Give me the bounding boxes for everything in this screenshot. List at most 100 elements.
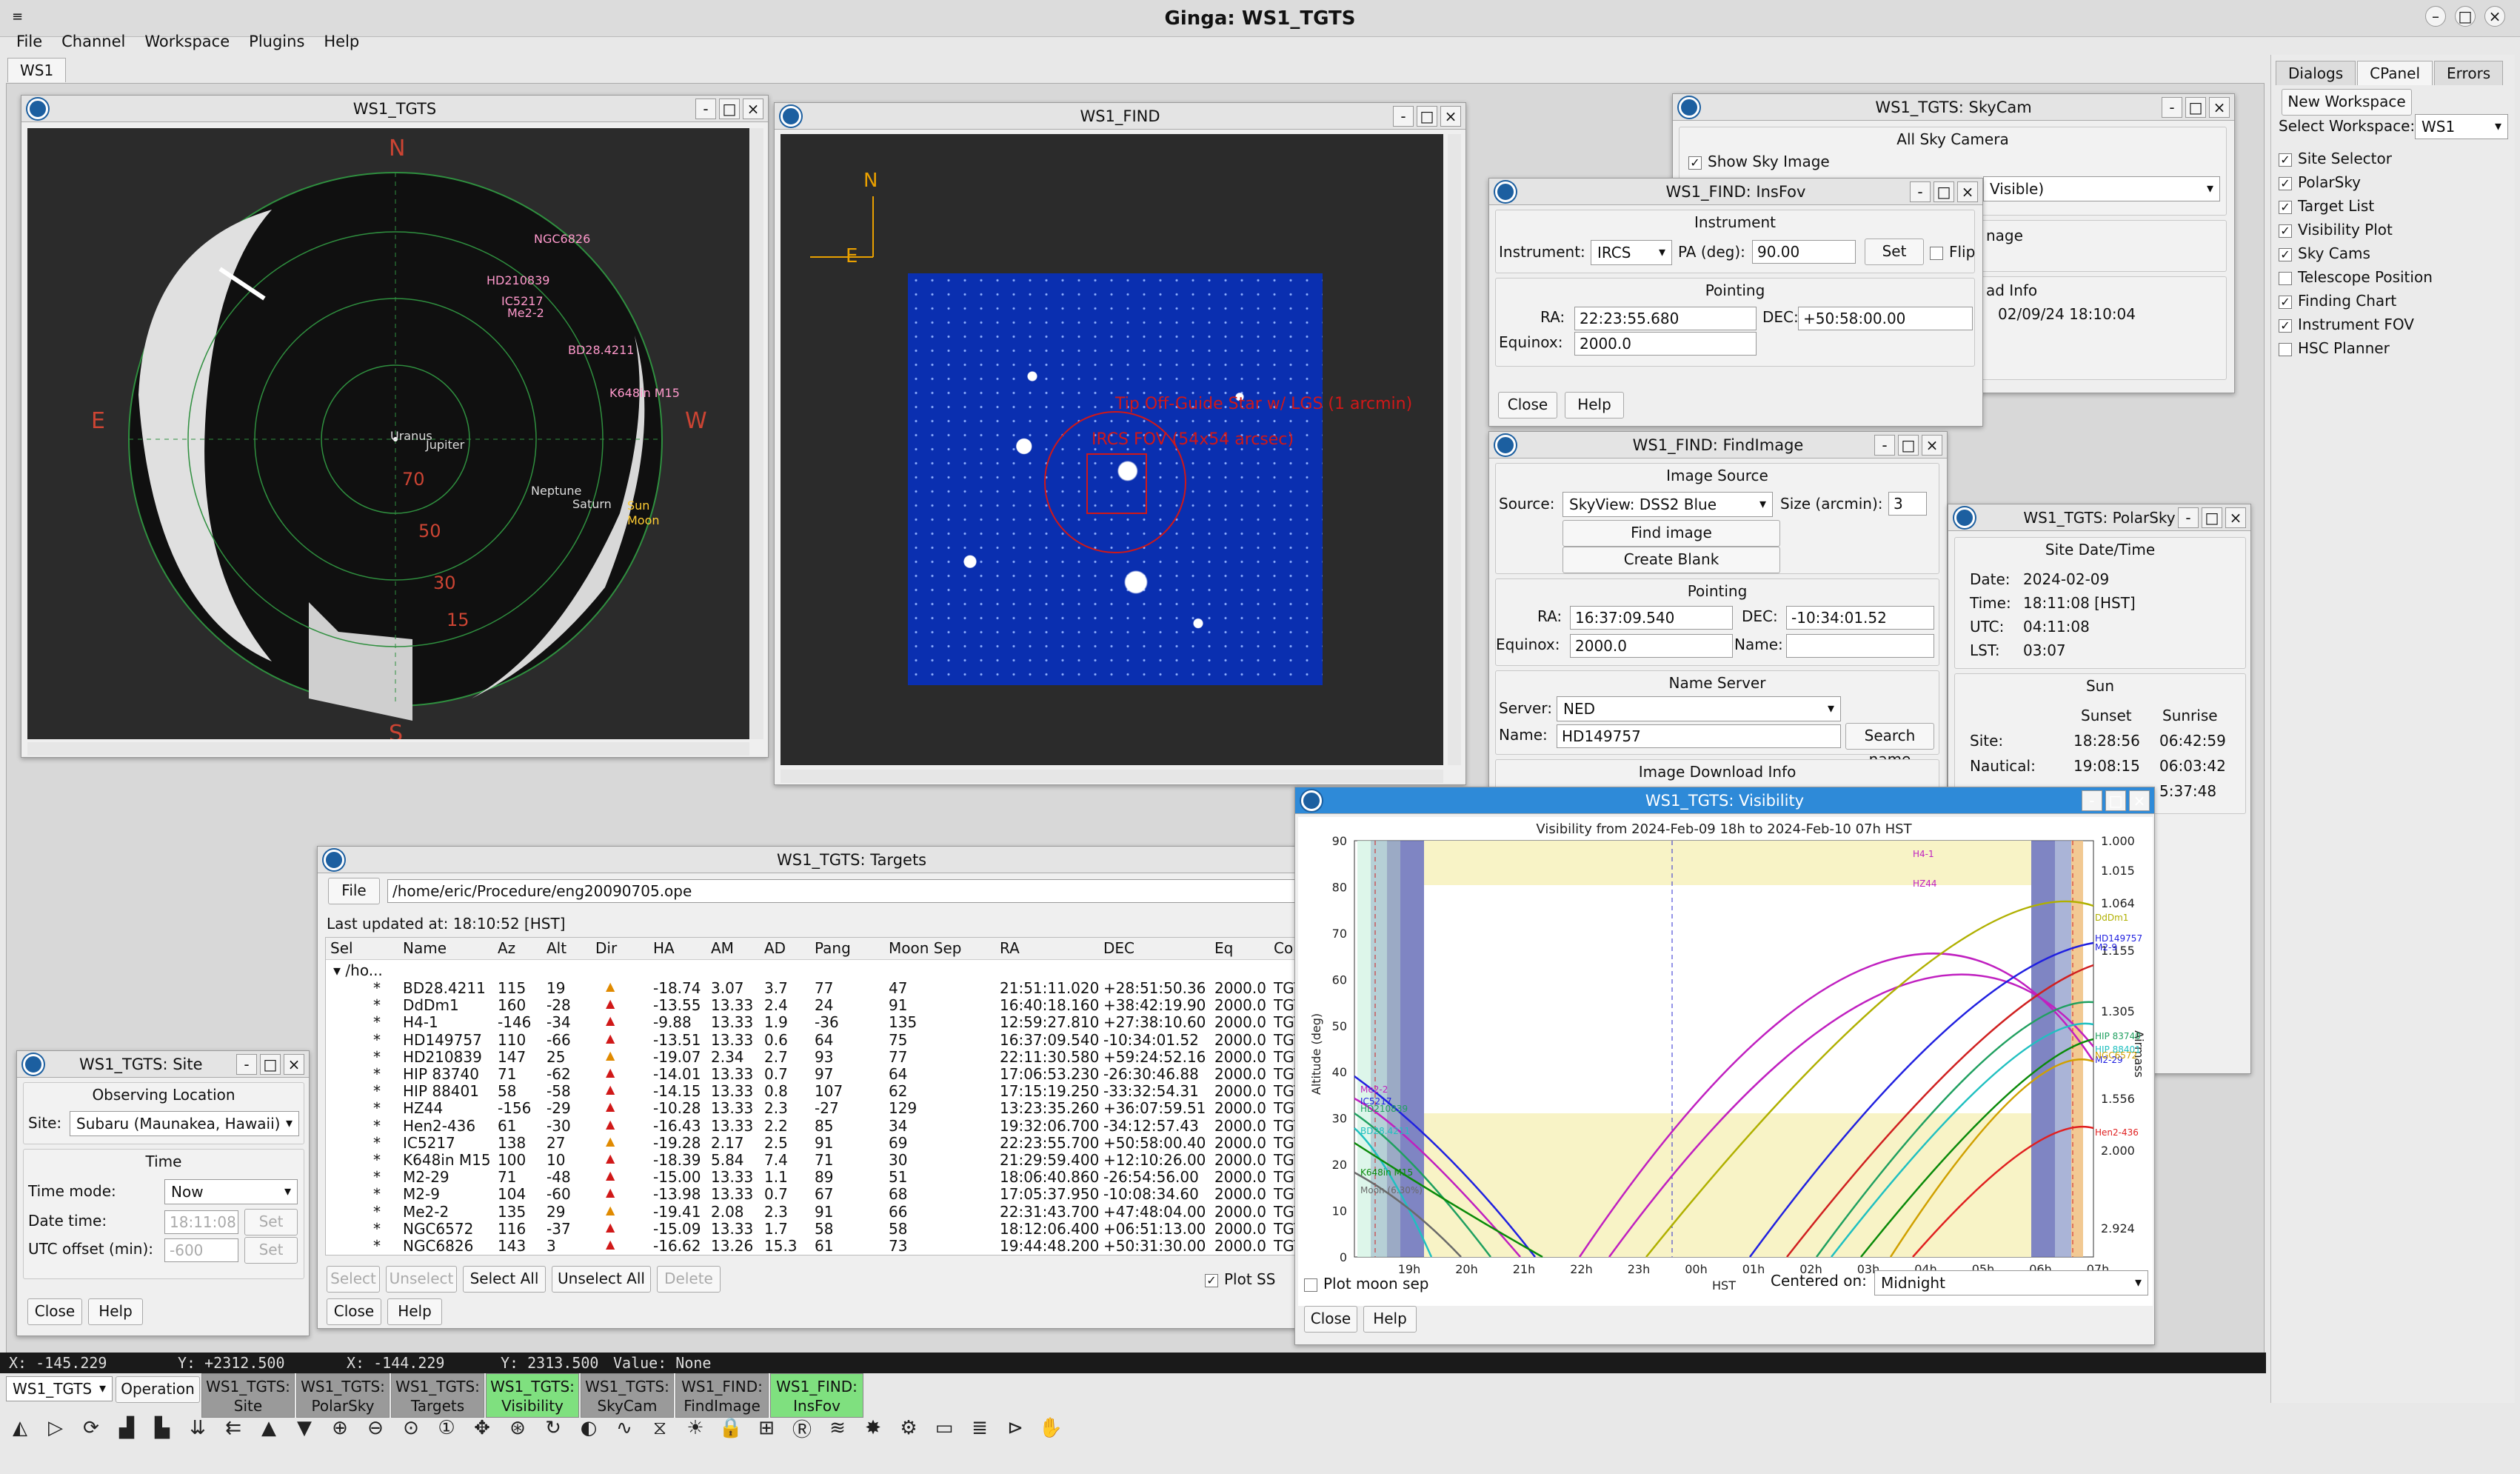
- close-button[interactable]: Close: [27, 1298, 82, 1325]
- checkbox-icon[interactable]: ✓: [2279, 224, 2292, 238]
- col-header[interactable]: Name: [403, 939, 447, 957]
- time-mode-select[interactable]: Now: [164, 1179, 298, 1204]
- table-row[interactable]: * M2-29 71 -48 -15.00 13.33 1.1 89 51 18:06:40.86…: [326, 1168, 1324, 1186]
- file-button[interactable]: File: [328, 878, 380, 904]
- vscrollbar[interactable]: [750, 128, 763, 739]
- pan-down-icon[interactable]: ⇊: [190, 1417, 206, 1439]
- group-row[interactable]: ▾ /ho...: [333, 961, 383, 979]
- utc-offset-input[interactable]: -600: [164, 1238, 238, 1262]
- checkbox-icon[interactable]: ✓: [2279, 247, 2292, 261]
- set-button[interactable]: Set: [244, 1209, 298, 1235]
- object-name-input[interactable]: HD149757: [1557, 724, 1841, 748]
- col-header[interactable]: Alt: [547, 939, 567, 957]
- pan-icon[interactable]: ✥: [474, 1417, 490, 1439]
- crop-icon[interactable]: ⊞: [758, 1417, 775, 1439]
- close-icon[interactable]: ×: [2484, 6, 2505, 27]
- table-row[interactable]: * IC5217 138 27 -19.28 2.17 2.5 91 69 22:23:55.70…: [326, 1134, 1324, 1152]
- unselect-all-button[interactable]: Unselect All: [552, 1266, 651, 1293]
- dec-input[interactable]: +50:58:00.00: [1798, 307, 1973, 330]
- close-button[interactable]: Close: [1304, 1306, 1357, 1333]
- close-icon[interactable]: ×: [1922, 434, 1942, 456]
- skymap-canvas[interactable]: N S E W 70 50 30 15 NGC6826 HD210839 IC5…: [27, 128, 749, 739]
- delete-button[interactable]: Delete: [657, 1266, 721, 1293]
- dec-input[interactable]: -10:34:01.52: [1786, 606, 1934, 630]
- col-header[interactable]: RA: [1000, 939, 1020, 957]
- maximize-icon[interactable]: □: [2202, 507, 2222, 528]
- col-header[interactable]: Moon Sep: [889, 939, 962, 957]
- checkbox-icon[interactable]: ✓: [2279, 153, 2292, 167]
- minimize-icon[interactable]: -: [1393, 105, 1414, 127]
- equinox-input[interactable]: 2000.0: [1574, 332, 1757, 356]
- maximize-icon[interactable]: □: [719, 98, 740, 119]
- settings-icon[interactable]: ⚙: [900, 1417, 918, 1439]
- minimize-icon[interactable]: -: [1874, 434, 1895, 456]
- col-header[interactable]: Dir: [595, 939, 618, 957]
- plugin-checkbox[interactable]: HSC Planner: [2279, 336, 2433, 360]
- maximize-icon[interactable]: □: [2105, 790, 2126, 811]
- folder-icon[interactable]: ▭: [935, 1417, 954, 1439]
- tag-icon[interactable]: ⊳: [1007, 1417, 1023, 1439]
- menu-file[interactable]: File: [16, 33, 43, 50]
- maximize-icon[interactable]: □: [1417, 105, 1437, 127]
- targets-table[interactable]: Sel Name Az Alt Dir HA AM AD Pang Moon S…: [325, 937, 1325, 1255]
- menu-workspace[interactable]: Workspace: [144, 33, 230, 50]
- close-icon[interactable]: ×: [2225, 507, 2246, 528]
- operation-button[interactable]: Operation: [116, 1376, 200, 1403]
- col-header[interactable]: DEC: [1103, 939, 1135, 957]
- col-header[interactable]: Eq: [1214, 939, 1234, 957]
- tab-ws1[interactable]: WS1: [7, 58, 67, 82]
- plugin-checkbox[interactable]: ✓ Finding Chart: [2279, 289, 2433, 313]
- menu-help[interactable]: Help: [324, 33, 360, 50]
- show-sky-checkbox[interactable]: ✓ Show Sky Image: [1688, 153, 1830, 170]
- tab-dialogs[interactable]: Dialogs: [2276, 61, 2356, 85]
- maximize-icon[interactable]: □: [1898, 434, 1919, 456]
- ra-input[interactable]: 22:23:55.680: [1574, 307, 1757, 330]
- rotate-free-icon[interactable]: ↻: [545, 1417, 561, 1439]
- vscrollbar[interactable]: [1448, 134, 1461, 765]
- table-row[interactable]: * HD149757 110 -66 -13.51 13.33 0.6 64 75 16:37:0…: [326, 1031, 1324, 1049]
- table-row[interactable]: * NGC6826 143 3 -16.62 13.26 15.3 61 73 19:44:48.…: [326, 1237, 1324, 1255]
- plot-ss-checkbox[interactable]: ✓ Plot SS: [1205, 1270, 1275, 1288]
- plot-moon-checkbox[interactable]: Plot moon sep: [1304, 1275, 1428, 1293]
- new-workspace-button[interactable]: New Workspace: [2282, 89, 2412, 116]
- unselect-button[interactable]: Unselect: [386, 1266, 457, 1293]
- tab-errors[interactable]: Errors: [2434, 61, 2504, 85]
- table-row[interactable]: * HIP 83740 71 -62 -14.01 13.33 0.7 97 64 17:06:5…: [326, 1065, 1324, 1083]
- layers-icon[interactable]: ≣: [972, 1417, 988, 1439]
- col-header[interactable]: AM: [711, 939, 734, 957]
- lock-icon[interactable]: 🔒: [718, 1417, 743, 1439]
- plugin-checkbox[interactable]: ✓ PolarSky: [2279, 170, 2433, 194]
- orient-rh-icon[interactable]: ▙: [155, 1417, 170, 1439]
- close-button[interactable]: Close: [1498, 392, 1557, 418]
- pa-input[interactable]: 90.00: [1752, 240, 1856, 264]
- zoom-1-icon[interactable]: ①: [438, 1417, 455, 1439]
- maximize-icon[interactable]: □: [1934, 181, 1954, 202]
- table-row[interactable]: * NGC6572 116 -37 -15.09 13.33 1.7 58 58 18:12:06…: [326, 1220, 1324, 1238]
- equinox-input[interactable]: 2000.0: [1570, 634, 1733, 658]
- menu-channel[interactable]: Channel: [61, 33, 126, 50]
- center-icon[interactable]: ⊛: [509, 1417, 526, 1439]
- plugin-checkbox[interactable]: ✓ Sky Cams: [2279, 241, 2433, 265]
- minimize-icon[interactable]: -: [1910, 181, 1931, 202]
- help-button[interactable]: Help: [1565, 392, 1624, 418]
- visibility-plot[interactable]: Visibility from 2024-Feb-09 18h to 2024-…: [1298, 817, 2153, 1306]
- set-button[interactable]: Set: [1865, 239, 1924, 265]
- help-button[interactable]: Help: [387, 1298, 442, 1325]
- site-select[interactable]: Subaru (Maunakea, Hawaii): [70, 1111, 299, 1136]
- plugin-tab[interactable]: WS1_TGTS: Site: [201, 1373, 295, 1418]
- minimize-icon[interactable]: -: [2082, 790, 2102, 811]
- table-row[interactable]: * K648in M15 100 10 -18.39 5.84 7.4 71 30 21:29:5…: [326, 1151, 1324, 1169]
- plugin-checkbox[interactable]: ✓ Site Selector: [2279, 147, 2433, 170]
- maximize-icon[interactable]: □: [2455, 6, 2476, 27]
- app-menu-icon[interactable]: ≡: [12, 9, 24, 24]
- minimize-icon[interactable]: -: [2178, 507, 2199, 528]
- checkbox-icon[interactable]: [2279, 271, 2292, 285]
- arrow-down-icon[interactable]: ▼: [297, 1417, 312, 1439]
- close-button[interactable]: Close: [327, 1298, 381, 1325]
- checkbox-icon[interactable]: ✓: [2279, 200, 2292, 214]
- zoom-fit-icon[interactable]: ⊙: [403, 1417, 419, 1439]
- minimize-icon[interactable]: -: [695, 98, 716, 119]
- zoom-out-icon[interactable]: ⊖: [367, 1417, 384, 1439]
- close-icon[interactable]: ×: [2129, 790, 2150, 811]
- close-icon[interactable]: ×: [743, 98, 763, 119]
